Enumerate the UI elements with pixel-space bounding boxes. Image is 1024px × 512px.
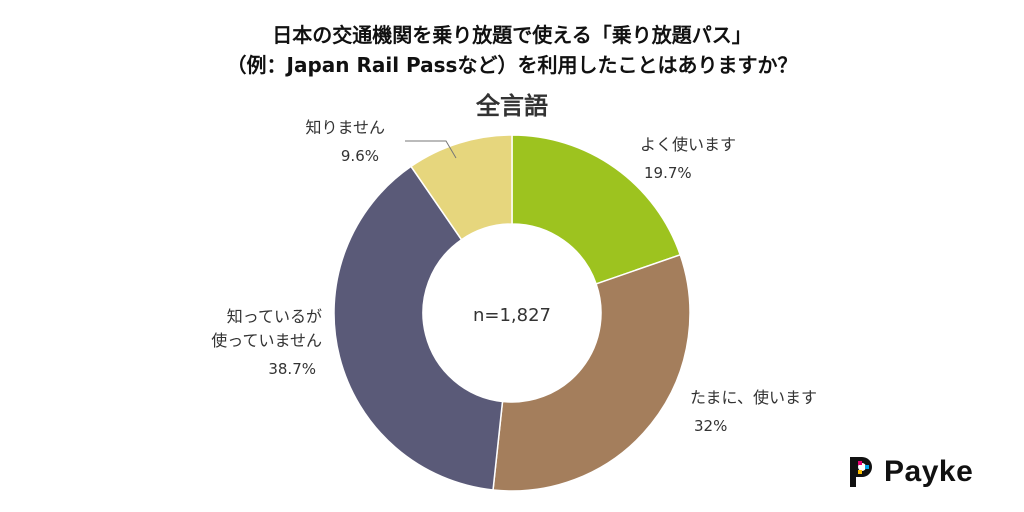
- leader-lines: [405, 140, 457, 159]
- segment-label-2: たまに、使います: [690, 388, 817, 407]
- segment-percent-1: 19.7%: [644, 164, 692, 182]
- chart-subtitle: 全言語: [476, 92, 548, 120]
- segment-percent-3: 38.7%: [268, 360, 316, 378]
- segment-label-3-line-1: 知っているが: [227, 307, 322, 326]
- donut-slices: [333, 134, 691, 492]
- payke-logo-text: Payke: [884, 455, 974, 488]
- donut-slice-4: [409, 134, 513, 241]
- segment-percent-4: 9.6%: [341, 147, 379, 165]
- donut-slice-3: [333, 165, 504, 491]
- donut-slice-2: [492, 253, 691, 492]
- segment-percent-2: 32%: [694, 417, 727, 435]
- donut-slice-1: [511, 134, 682, 285]
- payke-logo: Payke: [846, 452, 996, 492]
- chart-title-line-2: （例：Japan Rail Passなど）を利用したことはありますか？: [226, 53, 798, 77]
- segment-label-4: 知りません: [305, 118, 385, 137]
- leader-line-4: [405, 140, 457, 159]
- center-sample-size: n=1,827: [473, 305, 551, 326]
- payke-logo-icon: [850, 457, 872, 487]
- segment-label-1: よく使います: [640, 135, 736, 154]
- chart-title-line-1: 日本の交通機関を乗り放題で使える「乗り放題パス」: [272, 23, 752, 47]
- segment-label-3-line-2: 使っていません: [211, 331, 322, 350]
